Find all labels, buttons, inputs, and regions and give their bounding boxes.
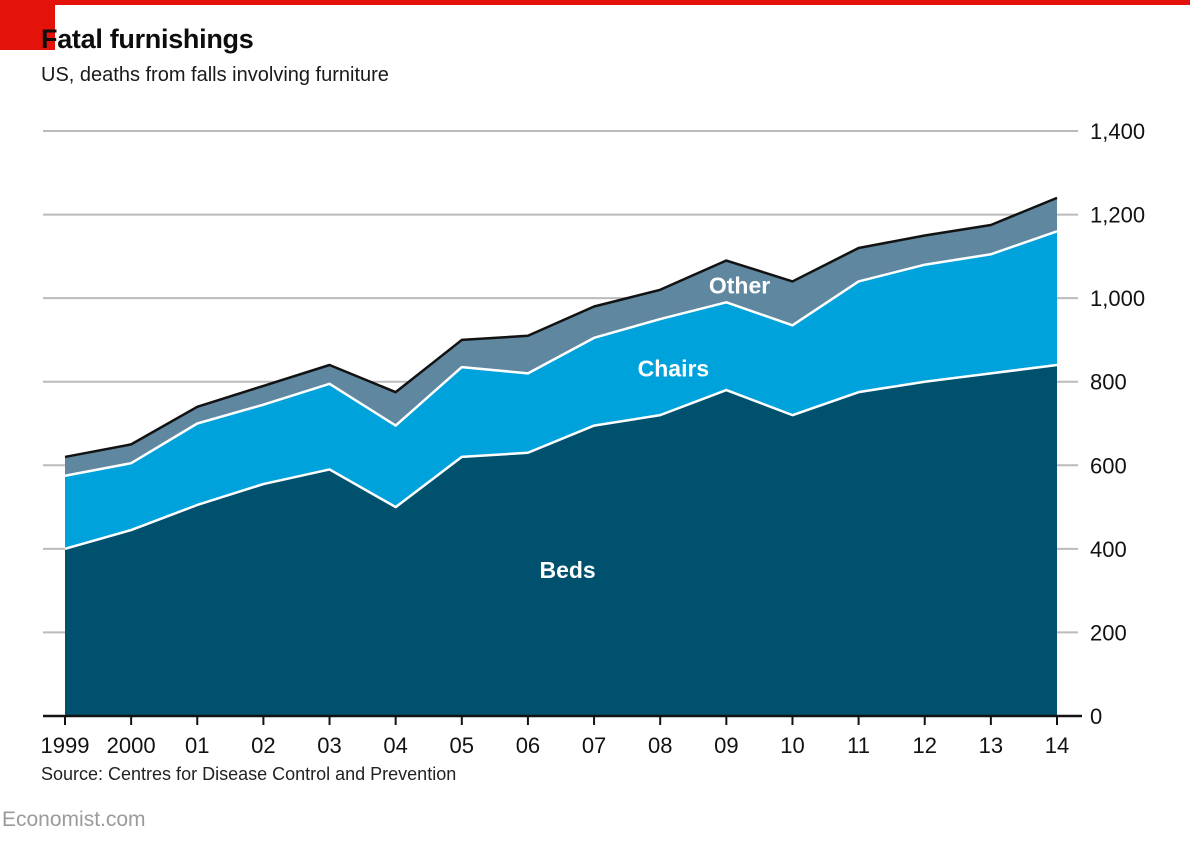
chart-subtitle: US, deaths from falls involving furnitur… — [41, 64, 389, 86]
x-axis-tick-label: 14 — [1045, 733, 1069, 758]
area-chairs — [65, 231, 1057, 549]
y-axis-tick-label: 1,000 — [1090, 286, 1145, 311]
series-label-chairs: Chairs — [638, 355, 710, 381]
top-accent-rule — [0, 0, 1190, 5]
source-note: Source: Centres for Disease Control and … — [41, 764, 457, 784]
series-label-beds: Beds — [539, 557, 595, 583]
y-axis-tick-label: 1,400 — [1090, 119, 1145, 144]
y-axis-tick-label: 0 — [1090, 704, 1102, 729]
y-axis-tick-label: 1,200 — [1090, 203, 1145, 228]
x-axis-tick-label: 07 — [582, 733, 606, 758]
y-axis-tick-label: 600 — [1090, 453, 1127, 478]
x-axis-tick-label: 02 — [251, 733, 275, 758]
x-axis-tick-label: 10 — [780, 733, 804, 758]
x-axis-tick-label: 03 — [317, 733, 341, 758]
area-other — [65, 197, 1057, 476]
y-axis-tick-label: 400 — [1090, 537, 1127, 562]
x-axis-tick-label: 11 — [847, 733, 870, 758]
series-boundary-beds — [64, 363, 1058, 551]
publisher-credit: Economist.com — [2, 808, 146, 831]
total-boundary-line — [64, 196, 1058, 459]
x-axis-tick-label: 08 — [648, 733, 672, 758]
x-axis-tick-label: 09 — [714, 733, 738, 758]
x-axis-tick-label: 05 — [450, 733, 474, 758]
x-axis-tick-label: 1999 — [41, 733, 90, 758]
x-axis-tick-label: 12 — [912, 733, 936, 758]
series-boundary-chairs — [64, 230, 1058, 477]
x-axis-tick-label: 01 — [185, 733, 209, 758]
x-axis-tick-label: 06 — [516, 733, 540, 758]
x-axis-tick-label: 2000 — [107, 733, 156, 758]
y-axis-tick-label: 200 — [1090, 620, 1127, 645]
chart-title: Fatal furnishings — [41, 24, 254, 54]
x-axis-tick-label: 04 — [383, 733, 407, 758]
brand-red-tab — [0, 0, 55, 50]
y-axis-tick-label: 800 — [1090, 370, 1127, 395]
series-label-other: Other — [709, 273, 770, 299]
x-axis-tick-label: 13 — [979, 733, 1003, 758]
area-beds — [65, 365, 1057, 716]
